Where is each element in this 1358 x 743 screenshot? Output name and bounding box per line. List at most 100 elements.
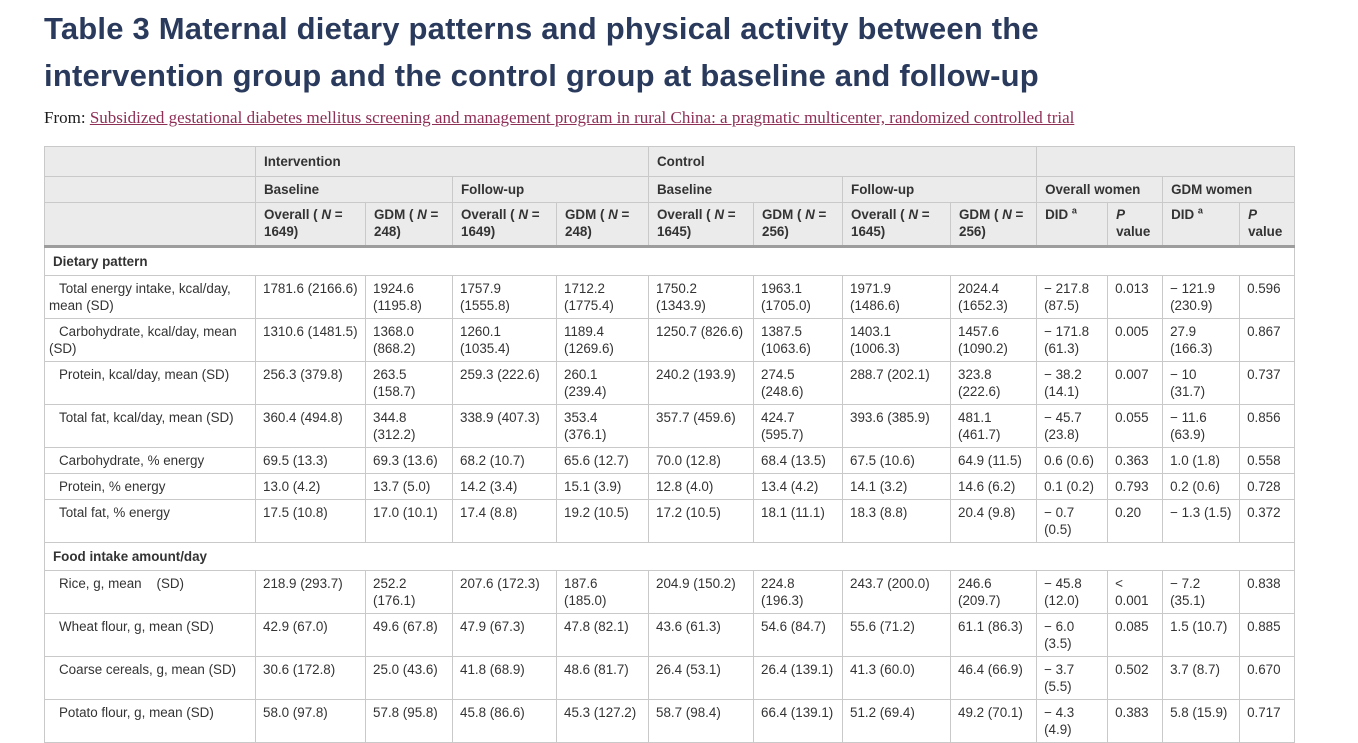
table-cell: 0.6 (0.6) bbox=[1036, 447, 1109, 475]
table-cell: 14.1 (3.2) bbox=[842, 473, 952, 501]
table-row: Wheat flour, g, mean (SD) 42.9 (67.0) 49.6… bbox=[44, 613, 1296, 658]
table-cell: 2024.4 (1652.3) bbox=[950, 275, 1038, 320]
table-row: Protein, % energy 13.0 (4.2) 13.7 (5.0) 14.… bbox=[44, 473, 1296, 501]
table-cell: − 0.7 (0.5) bbox=[1036, 499, 1109, 544]
table-cell: 17.0 (10.1) bbox=[365, 499, 453, 544]
header-row-2: Baseline Follow-up Baseline Follow-up Overal… bbox=[44, 176, 1296, 204]
table-cell: 70.0 (12.8) bbox=[648, 447, 755, 475]
table-cell: 263.5 (158.7) bbox=[365, 361, 453, 406]
table-cell: 1250.7 (826.6) bbox=[648, 318, 755, 363]
gdm-women-p-value: P value bbox=[1239, 202, 1296, 249]
col-group-overall-women: Overall women bbox=[1036, 176, 1164, 204]
table-cell: 1924.6 (1195.8) bbox=[365, 275, 453, 320]
table-cell: 27.9 (166.3) bbox=[1162, 318, 1241, 363]
row-label: Wheat flour, g, mean (SD) bbox=[44, 613, 256, 658]
gdm-women-did: DID a bbox=[1162, 202, 1241, 249]
data-table-container: Intervention Control Baseline Follow-up Base… bbox=[43, 146, 1314, 743]
table-cell: 26.4 (53.1) bbox=[648, 656, 755, 701]
table-cell: 1757.9 (1555.8) bbox=[452, 275, 557, 320]
table-cell: 0.793 bbox=[1107, 473, 1164, 501]
table-cell: − 38.2 (14.1) bbox=[1036, 361, 1109, 406]
table-cell: 1971.9 (1486.6) bbox=[842, 275, 952, 320]
table-cell: 46.4 (66.9) bbox=[950, 656, 1038, 701]
table-cell: 344.8 (312.2) bbox=[365, 404, 453, 449]
from-label: From: bbox=[44, 108, 86, 127]
table-cell: 0.558 bbox=[1239, 447, 1296, 475]
table-cell: 68.2 (10.7) bbox=[452, 447, 557, 475]
table-cell: 218.9 (293.7) bbox=[255, 570, 366, 615]
table-cell: 0.502 bbox=[1107, 656, 1164, 701]
table-cell: 357.7 (459.6) bbox=[648, 404, 755, 449]
overall-women-p-value: P value bbox=[1107, 202, 1164, 249]
section-title: Food intake amount/day bbox=[43, 542, 1296, 572]
table-cell: − 171.8 (61.3) bbox=[1036, 318, 1109, 363]
table-cell: 1.5 (10.7) bbox=[1162, 613, 1241, 658]
table-cell: 0.717 bbox=[1239, 699, 1296, 743]
empty-header-cell bbox=[44, 176, 256, 204]
table-cell: 0.1 (0.2) bbox=[1036, 473, 1109, 501]
table-cell: 0.596 bbox=[1239, 275, 1296, 320]
table-cell: 0.363 bbox=[1107, 447, 1164, 475]
table-cell: 58.7 (98.4) bbox=[648, 699, 755, 743]
section-row-dietary-pattern: Dietary pattern bbox=[43, 246, 1296, 277]
table-cell: 65.6 (12.7) bbox=[555, 447, 650, 475]
table-cell: 1781.6 (2166.6) bbox=[255, 275, 366, 320]
table-cell: 0.838 bbox=[1239, 570, 1296, 615]
source-article-link[interactable]: Subsidized gestational diabetes mellitus… bbox=[89, 108, 1075, 127]
table-cell: 18.1 (11.1) bbox=[753, 499, 844, 544]
table-cell: 256.3 (379.8) bbox=[255, 361, 366, 406]
table-cell: 224.8 (196.3) bbox=[753, 570, 844, 615]
table-cell: − 217.8 (87.5) bbox=[1036, 275, 1109, 320]
table-cell: 1368.0 (868.2) bbox=[365, 318, 453, 363]
table-cell: 0.007 bbox=[1107, 361, 1164, 406]
table-row: Carbohydrate, % energy 69.5 (13.3) 69.3 (1… bbox=[44, 447, 1296, 475]
table-cell: 274.5 (248.6) bbox=[753, 361, 844, 406]
maternal-diet-table: Intervention Control Baseline Follow-up Base… bbox=[43, 146, 1296, 743]
table-cell: 246.6 (209.7) bbox=[950, 570, 1038, 615]
row-label-header bbox=[44, 202, 256, 249]
table-cell: 48.6 (81.7) bbox=[555, 656, 650, 701]
table-row: Potato flour, g, mean (SD) 58.0 (97.8) 57.… bbox=[44, 699, 1296, 743]
intervention-baseline-overall: Overall ( N = 1649) bbox=[255, 202, 366, 249]
table-cell: − 4.3 (4.9) bbox=[1036, 699, 1109, 743]
header-row-3: Overall ( N = 1649) GDM ( N = 248) Overall… bbox=[44, 202, 1296, 249]
table-cell: 26.4 (139.1) bbox=[753, 656, 844, 701]
table-cell: − 7.2 (35.1) bbox=[1162, 570, 1241, 615]
table-cell: 12.8 (4.0) bbox=[648, 473, 755, 501]
table-cell: 259.3 (222.6) bbox=[452, 361, 557, 406]
table-cell: 69.5 (13.3) bbox=[255, 447, 366, 475]
table-cell: 51.2 (69.4) bbox=[842, 699, 952, 743]
table-cell: 49.2 (70.1) bbox=[950, 699, 1038, 743]
table-cell: 13.7 (5.0) bbox=[365, 473, 453, 501]
table-cell: 481.1 (461.7) bbox=[950, 404, 1038, 449]
table-cell: 58.0 (97.8) bbox=[255, 699, 366, 743]
table-cell: 30.6 (172.8) bbox=[255, 656, 366, 701]
table-cell: 1712.2 (1775.4) bbox=[555, 275, 650, 320]
table-cell: 1260.1 (1035.4) bbox=[452, 318, 557, 363]
table-cell: 45.8 (86.6) bbox=[452, 699, 557, 743]
table-row: Rice, g, mean (SD) 218.9 (293.7) 252.2 (17… bbox=[44, 570, 1296, 615]
table-cell: 353.4 (376.1) bbox=[555, 404, 650, 449]
col-group-gdm-women: GDM women bbox=[1162, 176, 1296, 204]
control-followup-overall: Overall ( N = 1645) bbox=[842, 202, 952, 249]
table-row: Coarse cereals, g, mean (SD) 30.6 (172.8)… bbox=[44, 656, 1296, 701]
row-label: Total energy intake, kcal/day, mean (SD) bbox=[44, 275, 256, 320]
table-cell: 260.1 (239.4) bbox=[555, 361, 650, 406]
table-cell: 360.4 (494.8) bbox=[255, 404, 366, 449]
table-cell: 0.885 bbox=[1239, 613, 1296, 658]
table-row: Total fat, % energy 17.5 (10.8) 17.0 (10.1… bbox=[44, 499, 1296, 544]
table-cell: 47.9 (67.3) bbox=[452, 613, 557, 658]
row-label: Rice, g, mean (SD) bbox=[44, 570, 256, 615]
page-title: Table 3 Maternal dietary patterns and ph… bbox=[44, 11, 1039, 93]
table-cell: 57.8 (95.8) bbox=[365, 699, 453, 743]
table-cell: 64.9 (11.5) bbox=[950, 447, 1038, 475]
table-cell: 18.3 (8.8) bbox=[842, 499, 952, 544]
header-row-1: Intervention Control bbox=[44, 146, 1296, 178]
table-cell: 66.4 (139.1) bbox=[753, 699, 844, 743]
table-cell: 1387.5 (1063.6) bbox=[753, 318, 844, 363]
table-cell: 187.6 (185.0) bbox=[555, 570, 650, 615]
table-cell: 1189.4 (1269.6) bbox=[555, 318, 650, 363]
table-cell: 45.3 (127.2) bbox=[555, 699, 650, 743]
row-label: Carbohydrate, % energy bbox=[44, 447, 256, 475]
table-cell: 5.8 (15.9) bbox=[1162, 699, 1241, 743]
